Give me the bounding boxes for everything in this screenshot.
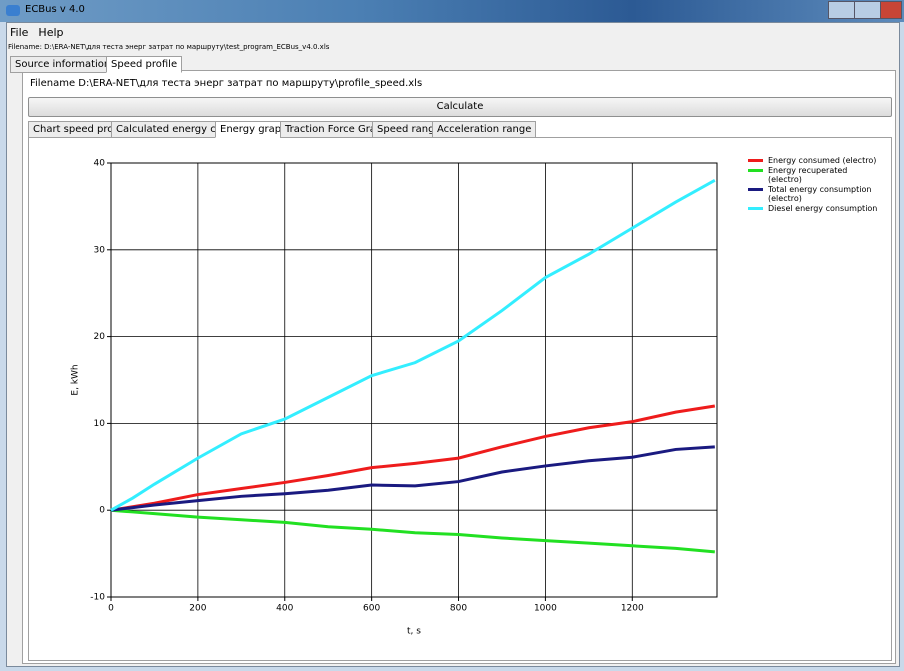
series-line <box>111 180 715 510</box>
legend-label: Energy consumed (electro) <box>768 156 876 165</box>
chart: -10010203040020040060080010001200t, sE, … <box>0 0 904 671</box>
y-tick-label: 10 <box>94 419 106 429</box>
legend-item: Diesel energy consumption <box>748 204 878 213</box>
y-tick-label: 20 <box>94 332 106 342</box>
legend-swatch <box>748 188 763 191</box>
legend-swatch <box>748 169 763 172</box>
legend-label: Energy recuperated (electro) <box>768 166 847 184</box>
x-tick-label: 600 <box>363 604 380 614</box>
app-window: ECBus v 4.0 FileHelp Filename: D:\ERA-NE… <box>0 0 904 671</box>
legend-item: Energy recuperated (electro) <box>748 166 878 184</box>
tab[interactable]: Source information <box>10 56 115 73</box>
x-tick-label: 400 <box>276 604 293 614</box>
x-tick-label: 1000 <box>534 604 557 614</box>
tab[interactable]: Speed profile <box>106 56 182 73</box>
y-tick-label: 40 <box>94 159 106 169</box>
subtab[interactable]: Acceleration range <box>432 121 536 138</box>
y-axis-label: E, kWh <box>71 364 81 395</box>
x-tick-label: 200 <box>189 604 206 614</box>
legend-label: Diesel energy consumption <box>768 204 877 213</box>
legend-item: Total energy consumption (electro) <box>748 185 878 203</box>
legend-swatch <box>748 207 763 210</box>
legend-label: Total energy consumption (electro) <box>768 185 871 203</box>
x-tick-label: 0 <box>108 604 114 614</box>
legend: Energy consumed (electro)Energy recupera… <box>748 156 878 214</box>
y-tick-label: -10 <box>90 593 105 603</box>
x-axis-label: t, s <box>407 627 421 637</box>
y-tick-label: 0 <box>99 506 105 516</box>
y-tick-label: 30 <box>94 245 106 255</box>
legend-item: Energy consumed (electro) <box>748 156 878 165</box>
legend-swatch <box>748 159 763 162</box>
x-tick-label: 1200 <box>621 604 644 614</box>
series-line <box>111 510 715 552</box>
x-tick-label: 800 <box>450 604 467 614</box>
